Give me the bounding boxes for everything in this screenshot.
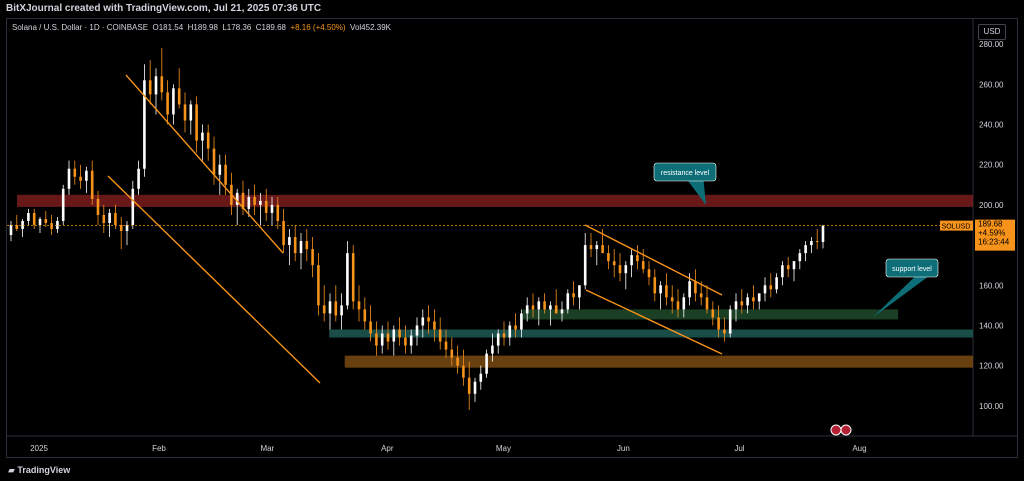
top-caption-bar: BitXJournal created with TradingView.com… xyxy=(0,0,1024,18)
ohlc-change: +8.16 (+4.50%) xyxy=(290,23,346,32)
footer: ▰ TradingView xyxy=(0,459,1024,481)
tradingview-logo-icon: ▰ xyxy=(8,465,18,475)
chart-caption: BitXJournal created with TradingView.com… xyxy=(6,3,322,14)
symbol-info: Solana / U.S. Dollar · 1D · COINBASE O18… xyxy=(12,23,391,32)
volume: Vol452.39K xyxy=(350,23,391,32)
ohlc-open: O181.54 xyxy=(152,23,184,32)
ohlc-close: C189.68 xyxy=(255,23,286,32)
currency-selector[interactable]: USD xyxy=(978,24,1006,40)
brand-text: TradingView xyxy=(17,465,71,475)
ohlc-high: H189.98 xyxy=(187,23,218,32)
ohlc-low: L178.36 xyxy=(222,23,252,32)
tradingview-logo: ▰ TradingView xyxy=(8,465,70,476)
chart-frame xyxy=(6,18,1018,458)
symbol-name[interactable]: Solana / U.S. Dollar · 1D · COINBASE xyxy=(12,23,149,32)
